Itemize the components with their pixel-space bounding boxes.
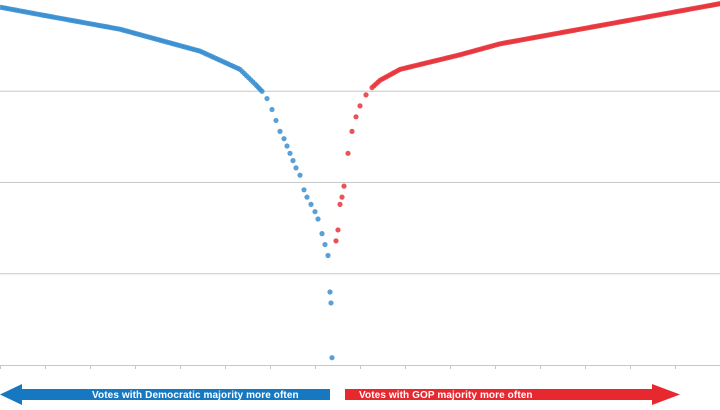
democratic-point [322,241,328,248]
chart-gridlines [0,90,720,275]
democratic-point [329,355,335,361]
democratic-arrow-label: Votes with Democratic majority more ofte… [92,390,299,401]
democratic-point [287,150,293,156]
gop-arrow-label: Votes with GOP majority more often [359,390,533,401]
democratic-point [319,231,325,237]
democratic-point [315,216,321,222]
democratic-point [312,209,318,215]
gop-point [337,201,343,207]
gop-point [339,194,345,200]
democratic-point [264,95,270,102]
gop-arrow: Votes with GOP majority more often [345,384,680,405]
democratic-point [269,106,275,113]
gop-point [717,1,720,7]
democratic-point [325,252,331,259]
democratic-point [284,143,290,149]
gop-point [349,128,355,134]
left-arrow-icon [0,384,330,405]
democratic-point [290,158,296,164]
gop-point [353,114,359,120]
democratic-point [277,128,283,134]
democratic-point [297,172,303,178]
democratic-point [293,165,299,171]
democratic-point [273,117,279,124]
democratic-point [281,136,287,142]
democratic-point [328,300,334,306]
democratic-point [304,194,310,200]
right-arrow-icon [345,384,680,405]
gop-point [335,227,341,233]
democratic-point [327,289,333,295]
data-points [0,1,720,361]
gop-point [333,238,339,244]
gop-point [363,92,369,98]
gop-point [345,150,351,156]
democratic-arrow: Votes with Democratic majority more ofte… [0,384,330,405]
gop-point [341,183,347,189]
gop-point [357,103,363,109]
scatter-chart [0,1,720,369]
democratic-point [259,88,265,94]
democratic-point [308,201,314,207]
x-axis [0,365,720,369]
democratic-point [301,187,307,193]
